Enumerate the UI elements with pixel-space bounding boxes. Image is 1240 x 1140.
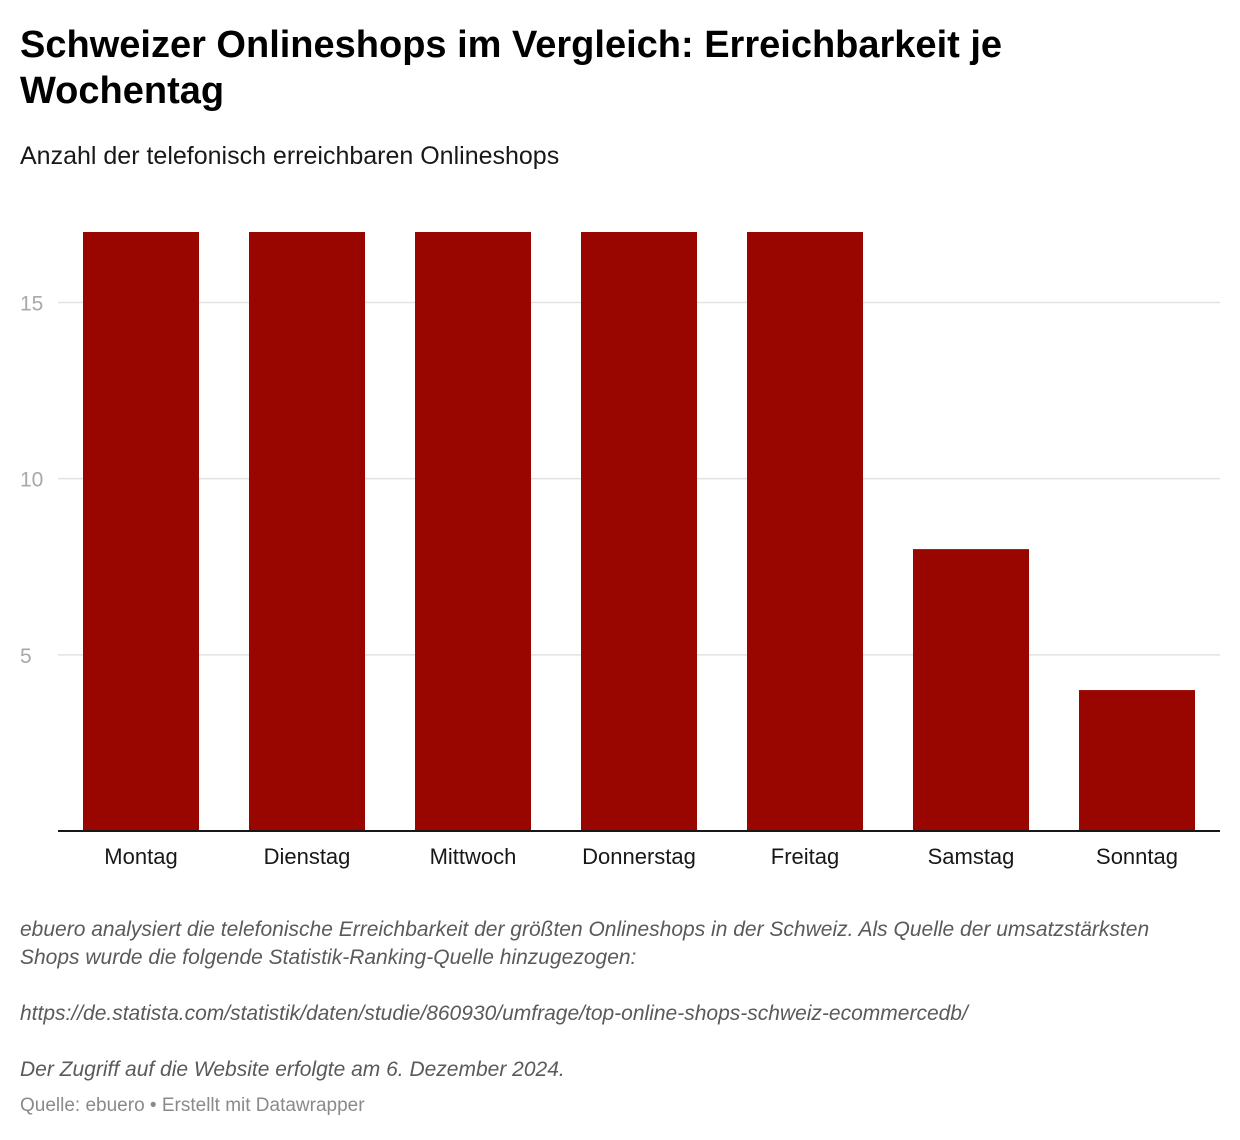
bar [747,232,863,831]
bar [581,232,697,831]
x-tick-label: Montag [104,844,177,869]
tick-labels: 5 10 15 Montag Dienstag Mittwoch Donnerstag Fre… [20,292,1178,869]
bar [913,549,1029,831]
chart-subtitle: Anzahl der telefonisch erreichbaren Onli… [20,142,560,170]
bar-chart: 5 10 15 Montag Dienstag Mittwoch Donnerstag Fre… [20,232,1220,869]
bars [83,232,1195,831]
x-tick-label: Dienstag [264,844,351,869]
x-tick-label: Mittwoch [430,844,517,869]
y-tick-label: 10 [20,469,43,492]
source-footer: Quelle: ebuero • Erstellt mit Datawrappe… [20,1095,365,1116]
x-tick-label: Samstag [928,844,1015,869]
y-tick-label: 5 [20,645,32,668]
notes-access-date: Der Zugriff auf die Website erfolgte am … [20,1058,565,1081]
y-tick-label: 15 [20,292,43,315]
x-tick-label: Donnerstag [582,844,696,869]
bar [1079,690,1195,831]
bar [249,232,365,831]
chart-title: Schweizer Onlineshops im Vergleich: Erre… [20,24,1003,112]
notes-source-url: https://de.statista.com/statistik/daten/… [20,1002,968,1025]
x-tick-label: Freitag [771,844,839,869]
bar [83,232,199,831]
notes-description: ebuero analysiert die telefonische Errei… [20,918,1150,969]
bar [415,232,531,831]
x-tick-label: Sonntag [1096,844,1178,869]
chart-notes: ebuero analysiert die telefonische Errei… [20,916,1210,1084]
